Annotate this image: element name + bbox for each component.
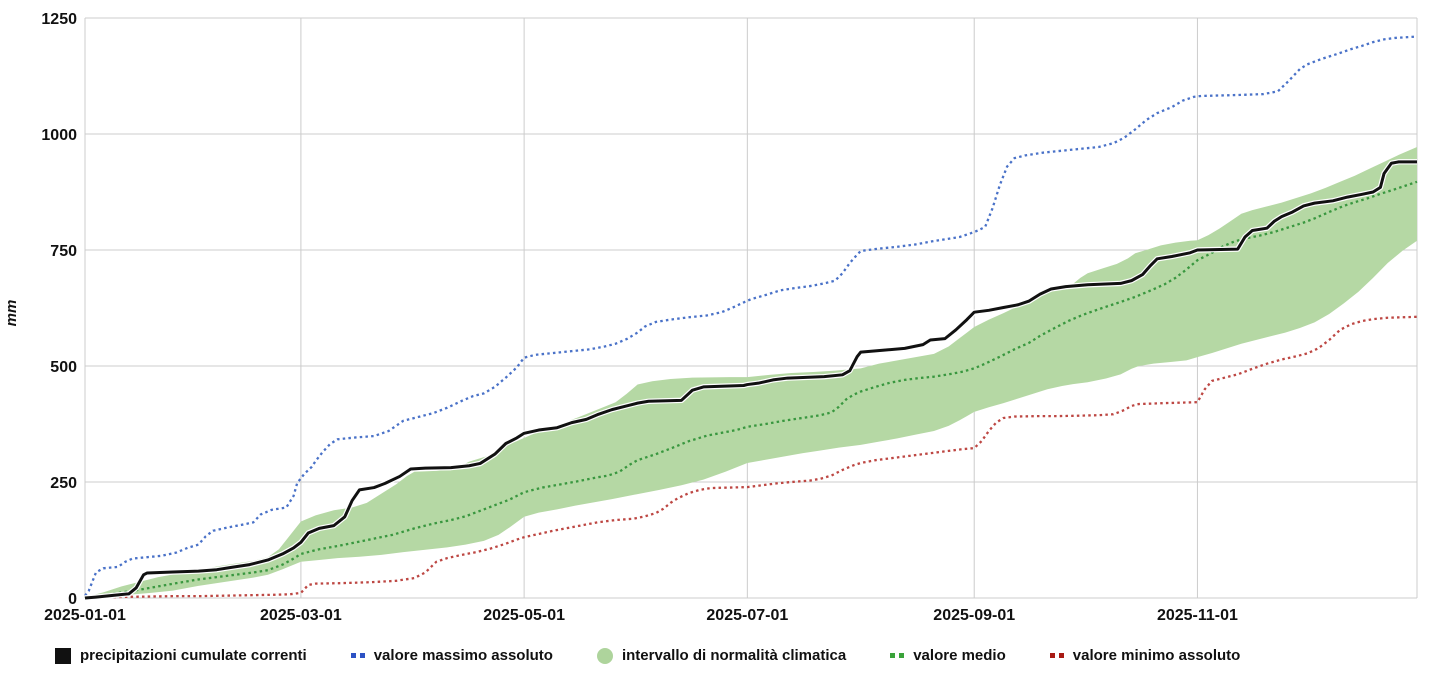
legend-label: precipitazioni cumulate correnti (80, 647, 307, 664)
chart-legend: precipitazioni cumulate correnti valore m… (0, 647, 1445, 664)
square-legend-marker-icon (55, 647, 71, 664)
y-tick-label: 1250 (41, 11, 77, 28)
chart-canvas: 0 250 500 750 1000 1250 2025-01-01 2025-03-01 20… (3, 11, 1418, 624)
y-tick-label: 0 (68, 591, 77, 608)
y-tick-label: 1000 (41, 127, 77, 144)
y-tick-label: 250 (50, 475, 77, 492)
x-tick-label: 2025-01-01 (44, 607, 126, 624)
legend-label: valore massimo assoluto (373, 647, 553, 664)
y-axis-label: mm (3, 300, 20, 327)
series-dotted-line (84, 315, 1418, 600)
y-tick-label: 750 (50, 243, 77, 260)
x-tick-label: 2025-11-01 (1157, 607, 1238, 624)
circle-legend-marker-icon (596, 647, 613, 664)
x-tick-label: 2025-09-01 (933, 607, 1015, 624)
legend-item: precipitazioni cumulate correnti (55, 647, 307, 664)
normality-band (85, 146, 1417, 598)
x-tick-label: 2025-03-01 (260, 607, 342, 624)
legend-item: intervallo di normalità climatica (596, 647, 847, 664)
legend-label: valore medio (913, 647, 1006, 664)
legend-item: valore massimo assoluto (350, 647, 553, 664)
legend-label: valore minimo assoluto (1072, 647, 1241, 664)
legend-item: valore minimo assoluto (1049, 647, 1241, 664)
x-tick-label: 2025-05-01 (483, 607, 565, 624)
legend-label: intervallo di normalità climatica (621, 647, 847, 664)
dots-legend-marker-icon (350, 653, 365, 658)
dots-legend-marker-icon (890, 653, 905, 658)
x-tick-label: 2025-07-01 (706, 607, 788, 624)
dots-legend-marker-icon (1049, 653, 1064, 658)
legend-item: valore medio (890, 647, 1006, 664)
y-tick-label: 500 (50, 359, 77, 376)
series-solid-line (84, 160, 1417, 600)
